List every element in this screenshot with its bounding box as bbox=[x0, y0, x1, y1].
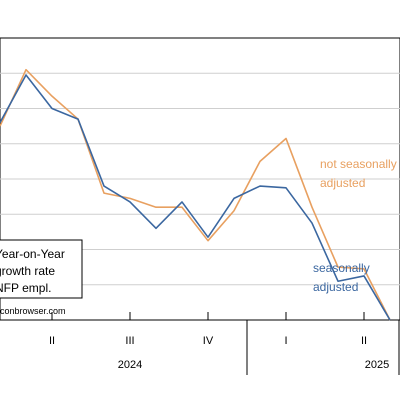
legend-line2: growth rate bbox=[0, 264, 55, 278]
x-tick-label: II bbox=[49, 335, 55, 347]
year-label: 2024 bbox=[118, 359, 142, 371]
series-line-not-seasonally-adjusted bbox=[0, 68, 391, 321]
nsa-annotation-line1: not seasonally bbox=[320, 157, 397, 171]
sa-annotation-line2: adjusted bbox=[313, 280, 358, 294]
watermark: econbrowser.com bbox=[0, 306, 66, 316]
nsa-annotation-line2: adjusted bbox=[320, 176, 365, 190]
x-tick-label: II bbox=[361, 335, 367, 347]
legend-line3: NFP empl. bbox=[0, 281, 51, 295]
x-tick-label: IV bbox=[203, 335, 214, 347]
series-layer bbox=[0, 68, 391, 321]
sa-annotation-line1: seasonally bbox=[313, 261, 370, 275]
legend-line1: Year-on-Year bbox=[0, 247, 65, 261]
year-label: 2025 bbox=[365, 359, 389, 371]
x-tick-label: III bbox=[125, 335, 134, 347]
legend: Year-on-Year growth rate NFP empl. bbox=[0, 239, 83, 299]
series-line-seasonally-adjusted bbox=[0, 74, 391, 321]
x-tick-label: I bbox=[284, 335, 287, 347]
legend-box bbox=[0, 239, 83, 299]
